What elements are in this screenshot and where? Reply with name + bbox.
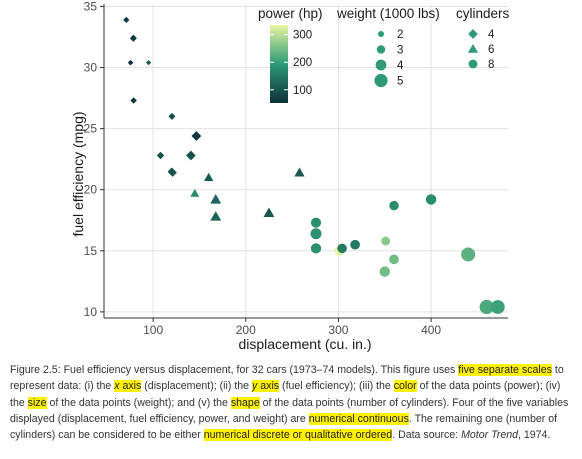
caption-text: (displacement); (ii) the bbox=[141, 380, 253, 393]
data-point bbox=[389, 254, 399, 265]
size-legend-label: 3 bbox=[397, 45, 403, 57]
data-point bbox=[310, 243, 322, 254]
data-point bbox=[337, 243, 347, 254]
data-point bbox=[310, 217, 322, 228]
legend: power (hp) 100 200 300 weight (1000 lbs) 2… bbox=[258, 6, 510, 103]
data-point bbox=[479, 299, 494, 315]
x-tick-label: 400 bbox=[421, 323, 441, 337]
colorbar-ticks: 100 200 300 bbox=[270, 30, 312, 97]
shape-legend-label: 8 bbox=[488, 59, 494, 71]
shape-legend-key-diamond bbox=[468, 29, 478, 39]
caption-source: Motor Trend bbox=[461, 429, 518, 442]
caption-highlight: shape bbox=[230, 396, 260, 409]
data-point bbox=[186, 150, 196, 161]
data-point bbox=[145, 59, 152, 66]
data-point bbox=[389, 200, 399, 211]
x-tick-label: 200 bbox=[236, 323, 256, 337]
size-legend-key bbox=[376, 45, 386, 54]
shape-legend-key-triangle bbox=[467, 43, 479, 53]
shape-legend-label: 6 bbox=[488, 44, 494, 56]
data-point bbox=[210, 194, 222, 204]
caption-highlight: five separate scales bbox=[458, 364, 552, 376]
shape-legend-key-circle bbox=[468, 59, 478, 69]
data-point bbox=[263, 207, 275, 218]
caption-italic: y bbox=[252, 380, 258, 393]
colorbar-tick-label: 100 bbox=[293, 85, 312, 97]
y-axis-title: fuel efficiency (mpg) bbox=[70, 111, 86, 236]
caption-highlight: numerical continuous bbox=[308, 412, 409, 425]
size-legend-key bbox=[375, 59, 387, 71]
caption-text: of the data points (power); (iv) the bbox=[10, 380, 561, 409]
y-tick-label: 10 bbox=[84, 305, 98, 319]
data-point bbox=[191, 131, 202, 141]
data-point bbox=[350, 239, 360, 250]
y-tick-label: 30 bbox=[84, 61, 98, 75]
caption-highlight: size bbox=[27, 396, 47, 409]
x-tick-label: 300 bbox=[328, 323, 348, 337]
caption-highlight: numerical discrete or qualitative ordere… bbox=[203, 429, 393, 442]
size-legend: 2 3 4 5 bbox=[374, 29, 404, 88]
data-points bbox=[123, 16, 505, 315]
legend-title-cylinders: cylinders bbox=[456, 6, 510, 21]
size-legend-label: 4 bbox=[397, 60, 404, 72]
data-point bbox=[294, 167, 305, 177]
y-tick-label: 25 bbox=[84, 122, 98, 136]
data-point bbox=[210, 211, 222, 221]
data-point bbox=[167, 167, 176, 176]
caption-text: of the data points (number of cylinders)… bbox=[10, 396, 569, 425]
caption-highlight: x axis bbox=[114, 380, 142, 393]
y-tick-label: 15 bbox=[84, 244, 98, 258]
data-point bbox=[123, 16, 130, 23]
caption-text: (fuel efficiency); (iii) the bbox=[279, 380, 394, 393]
x-tick-label: 100 bbox=[143, 323, 163, 337]
data-point bbox=[204, 173, 214, 181]
y-tick-label: 20 bbox=[84, 183, 98, 197]
size-legend-label: 5 bbox=[397, 76, 403, 88]
caption-text: . Data source: bbox=[392, 429, 462, 442]
caption-highlight: y axis bbox=[252, 380, 280, 393]
size-legend-key bbox=[378, 31, 384, 37]
caption-highlight-text: axis bbox=[257, 380, 280, 393]
data-point bbox=[310, 228, 322, 240]
data-point bbox=[130, 97, 137, 104]
data-point bbox=[168, 112, 176, 120]
data-point bbox=[190, 188, 200, 197]
data-point bbox=[129, 34, 137, 42]
colorbar-tick-label: 300 bbox=[293, 30, 312, 42]
caption-text: to represent data: (i) the bbox=[10, 364, 564, 393]
caption-italic: x bbox=[114, 380, 120, 393]
data-point bbox=[381, 236, 391, 246]
size-legend-label: 2 bbox=[397, 29, 403, 41]
caption-text: . The remaining one (number of cylinders… bbox=[10, 412, 558, 442]
data-point bbox=[490, 300, 505, 314]
caption-text: Figure 2.5: Fuel efficiency versus displ… bbox=[10, 364, 459, 376]
shape-legend-label: 4 bbox=[488, 29, 495, 41]
colorbar bbox=[270, 25, 288, 103]
caption-highlight-text: axis bbox=[119, 380, 142, 393]
legend-title-power: power (hp) bbox=[258, 6, 323, 21]
data-point bbox=[156, 151, 165, 160]
colorbar-tick-label: 200 bbox=[293, 57, 312, 69]
shape-legend: 4 6 8 bbox=[467, 29, 495, 71]
figure-caption: Figure 2.5: Fuel efficiency versus displ… bbox=[10, 362, 575, 443]
data-point bbox=[127, 59, 134, 66]
data-point bbox=[379, 266, 390, 277]
caption-text: , 1974. bbox=[518, 429, 551, 442]
size-legend-key bbox=[374, 73, 388, 88]
caption-highlight: color bbox=[393, 380, 417, 393]
data-point bbox=[425, 194, 437, 205]
caption-text: of the data points (weight); and (v) the bbox=[46, 396, 231, 409]
x-axis-title: displacement (cu. in.) bbox=[238, 336, 371, 352]
legend-title-weight: weight (1000 lbs) bbox=[336, 6, 440, 21]
data-point bbox=[461, 247, 476, 262]
y-tick-label: 35 bbox=[84, 0, 98, 13]
grid bbox=[104, 4, 508, 318]
